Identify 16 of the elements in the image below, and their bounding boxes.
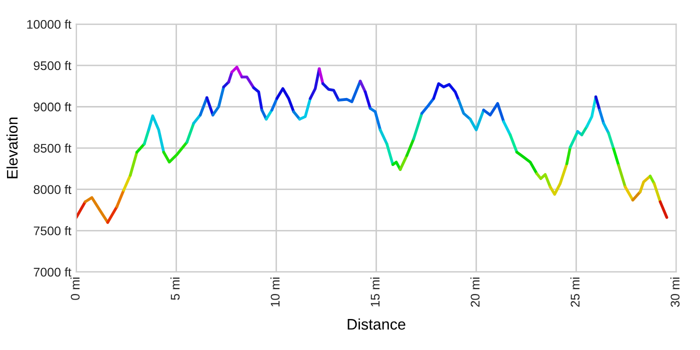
x-tick-label: 30 mi: [670, 278, 680, 307]
x-tick-label: 25 mi: [570, 278, 580, 307]
y-tick-label: 7000 ft: [34, 267, 72, 277]
x-tick-label: 5 mi: [170, 278, 180, 300]
y-tick-label: 7500 ft: [34, 226, 72, 236]
y-axis-title: Elevation: [6, 118, 18, 178]
x-tick-label: 15 mi: [370, 278, 380, 306]
x-tick-label: 0 mi: [70, 278, 80, 300]
y-tick-label: 8500 ft: [34, 144, 72, 153]
y-tick-label: 9000 ft: [34, 102, 72, 112]
x-tick-label: 10 mi: [270, 278, 280, 306]
y-tick-label: 9500 ft: [34, 60, 72, 70]
x-tick-label: 20 mi: [470, 278, 480, 307]
y-tick-label: 10000 ft: [27, 20, 72, 29]
y-tick-label: 8000 ft: [34, 184, 72, 194]
x-axis-title: Distance: [348, 318, 406, 330]
